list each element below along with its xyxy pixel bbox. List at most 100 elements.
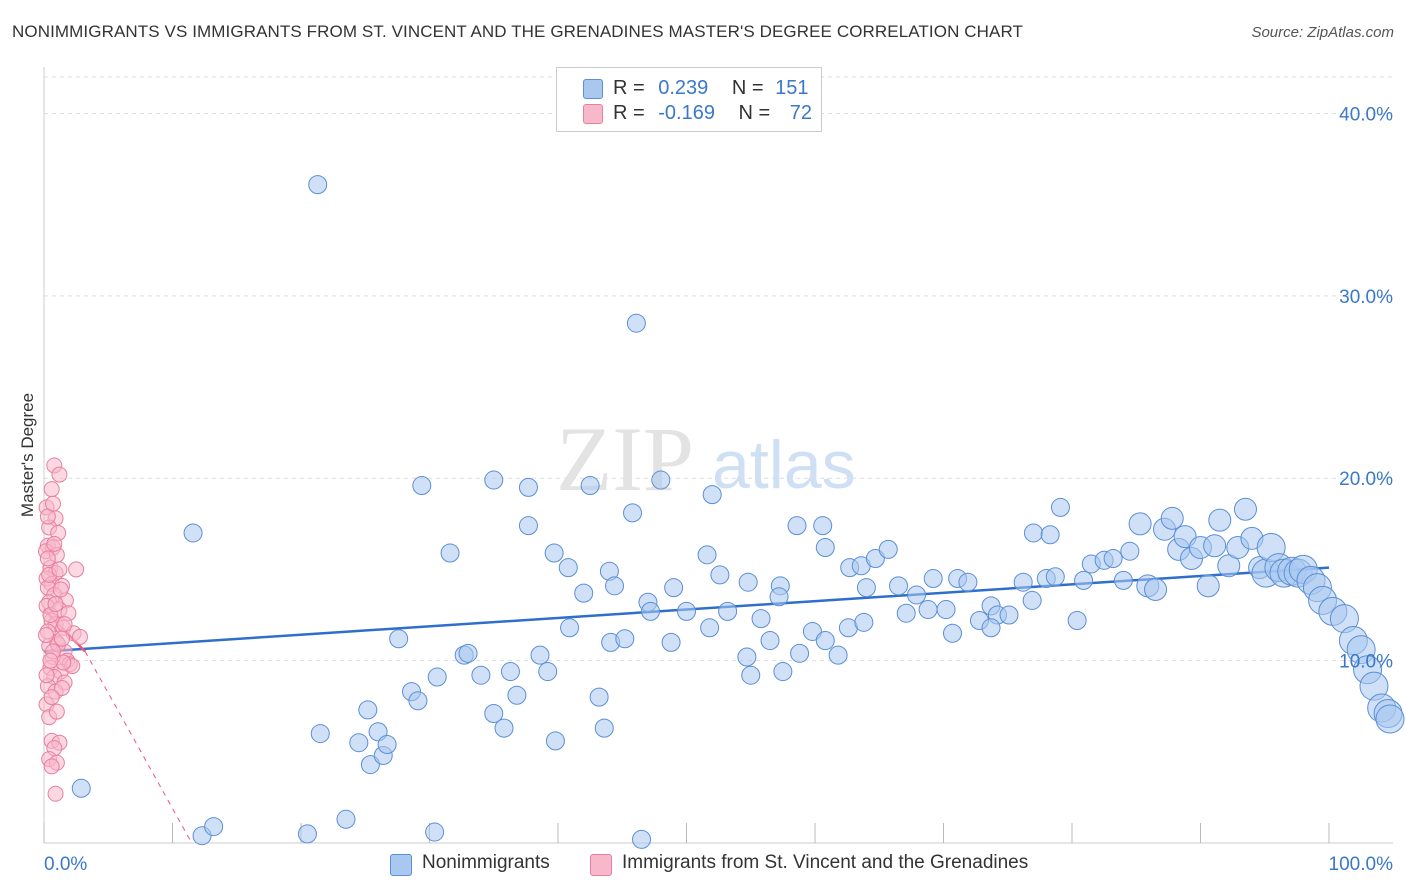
blue-data-point bbox=[769, 587, 789, 607]
pink-series-points bbox=[38, 457, 88, 802]
blue-data-point bbox=[981, 618, 1001, 638]
blue-data-point bbox=[544, 543, 564, 563]
blue-data-point bbox=[1040, 525, 1060, 545]
blue-data-point bbox=[958, 572, 978, 592]
blue-data-point bbox=[310, 724, 330, 744]
blue-data-point bbox=[484, 470, 504, 490]
blue-data-point bbox=[907, 585, 927, 605]
blue-data-point bbox=[918, 600, 938, 620]
blue-data-point bbox=[697, 545, 717, 565]
pink-data-point bbox=[43, 758, 60, 775]
chart-source: Source: ZipAtlas.com bbox=[1251, 24, 1394, 41]
correlation-legend: R = 0.239 N = 151 R = -0.169 N = 72 bbox=[556, 67, 822, 132]
blue-data-point bbox=[1208, 508, 1232, 532]
chart-title: NONIMMIGRANTS VS IMMIGRANTS FROM ST. VIN… bbox=[12, 22, 1024, 41]
blue-data-point bbox=[297, 824, 317, 844]
blue-data-point bbox=[518, 516, 538, 536]
blue-data-point bbox=[1103, 548, 1123, 568]
blue-data-point bbox=[204, 817, 224, 837]
blue-data-point bbox=[458, 643, 478, 663]
n-label: N = bbox=[731, 77, 764, 99]
blue-data-point bbox=[651, 470, 671, 490]
blue-data-point bbox=[718, 601, 738, 621]
pink-data-point bbox=[43, 481, 60, 498]
blue-data-point bbox=[815, 538, 835, 558]
blue-data-point bbox=[494, 718, 514, 738]
blue-data-point bbox=[865, 548, 885, 568]
blue-data-point bbox=[923, 569, 943, 589]
blue-data-point bbox=[815, 631, 835, 651]
blue-data-point bbox=[942, 623, 962, 643]
blue-data-point bbox=[545, 731, 565, 751]
watermark-atlas: atlas bbox=[712, 427, 856, 503]
blue-data-point bbox=[1120, 541, 1140, 561]
blue-data-point bbox=[589, 687, 609, 707]
blue-data-point bbox=[538, 662, 558, 682]
blue-data-point bbox=[1113, 570, 1133, 590]
pink-data-point bbox=[39, 550, 56, 567]
blue-data-point bbox=[518, 477, 538, 497]
blue-data-point bbox=[641, 601, 661, 621]
blue-data-point bbox=[889, 576, 909, 596]
blue-swatch bbox=[583, 79, 603, 99]
y-tick-label: 20.0% bbox=[1339, 469, 1393, 490]
blue-data-point bbox=[999, 605, 1019, 625]
pink-data-point bbox=[38, 627, 54, 644]
blue-data-point bbox=[471, 665, 491, 685]
y-tick-labels: 10.0% 20.0% 30.0% 40.0% bbox=[1339, 104, 1393, 672]
blue-data-point bbox=[427, 667, 447, 687]
blue-series-points bbox=[71, 175, 1405, 849]
blue-data-point bbox=[615, 629, 635, 649]
blue-data-point bbox=[710, 565, 730, 585]
y-tick-label: 30.0% bbox=[1339, 287, 1393, 308]
blue-data-point bbox=[773, 662, 793, 682]
blue-data-point bbox=[1375, 704, 1405, 734]
blue-data-point bbox=[1050, 497, 1070, 517]
pink-data-point bbox=[71, 628, 88, 645]
pink-data-point bbox=[51, 466, 68, 483]
y-tick-label: 10.0% bbox=[1339, 652, 1393, 673]
pink-data-point bbox=[68, 561, 85, 578]
blue-data-point bbox=[440, 543, 460, 563]
pink-data-point bbox=[47, 596, 64, 613]
n-label: N = bbox=[738, 102, 771, 124]
blue-data-point bbox=[1045, 567, 1065, 587]
blue-data-point bbox=[1128, 512, 1152, 536]
blue-data-point bbox=[1217, 554, 1241, 578]
blue-data-point bbox=[1233, 497, 1257, 521]
blue-data-point bbox=[530, 645, 550, 665]
blue-data-point bbox=[412, 476, 432, 496]
blue-data-point bbox=[1203, 534, 1227, 558]
blue-data-point bbox=[1196, 574, 1220, 598]
blue-data-point bbox=[737, 647, 757, 667]
blue-data-point bbox=[751, 609, 771, 629]
blue-data-point bbox=[854, 612, 874, 632]
pink-data-point bbox=[42, 652, 59, 669]
pink-data-point bbox=[56, 616, 73, 633]
blue-data-point bbox=[790, 643, 810, 663]
blue-data-point bbox=[580, 476, 600, 496]
blue-data-point bbox=[936, 600, 956, 620]
blue-data-point bbox=[336, 809, 356, 829]
blue-data-point bbox=[632, 829, 652, 849]
pink-data-point bbox=[47, 785, 64, 802]
watermark: ZIP atlas bbox=[556, 408, 856, 510]
legend-label: Nonimmigrants bbox=[422, 852, 550, 873]
pink-data-point bbox=[53, 679, 70, 696]
n-value: 151 bbox=[775, 77, 809, 99]
pink-data-point bbox=[38, 667, 55, 684]
blue-data-point bbox=[358, 700, 378, 720]
blue-data-point bbox=[700, 618, 720, 638]
blue-data-point bbox=[760, 631, 780, 651]
blue-data-point bbox=[484, 704, 504, 724]
blue-data-point bbox=[702, 485, 722, 505]
x-tick-label: 0.0% bbox=[44, 854, 87, 875]
blue-data-point bbox=[1074, 570, 1094, 590]
r-value: 0.239 bbox=[658, 77, 709, 99]
blue-data-point bbox=[183, 523, 203, 543]
x-tick-label: 100.0% bbox=[1329, 854, 1394, 875]
blue-data-point bbox=[308, 175, 328, 195]
pink-trend-extension bbox=[84, 651, 193, 844]
blue-data-point bbox=[71, 778, 91, 798]
